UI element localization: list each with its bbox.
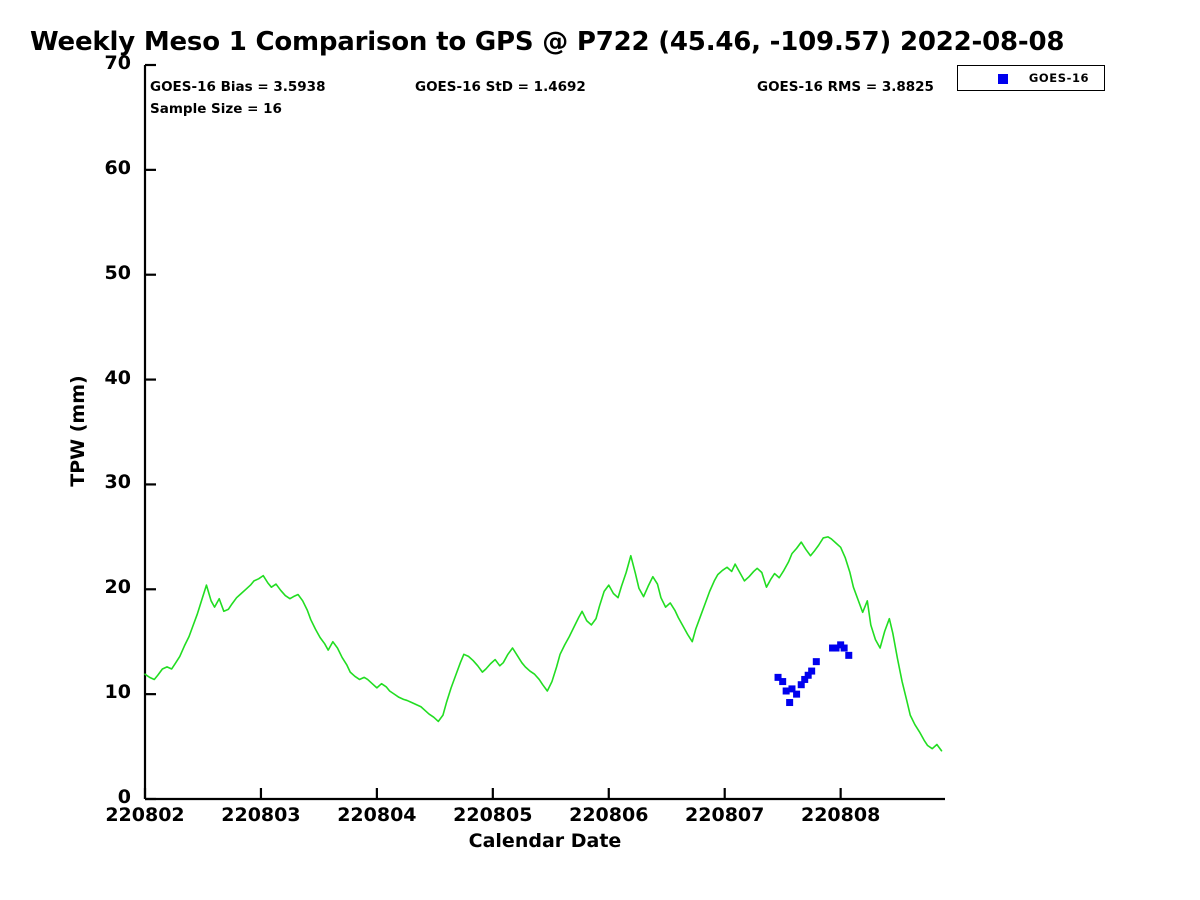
axis-lines: [143, 65, 945, 801]
x-tick-label: 220808: [800, 804, 881, 826]
axis-tick-marks: [143, 63, 842, 801]
x-tick-label: 220807: [685, 804, 765, 826]
y-tick-label: 30: [104, 471, 131, 494]
legend-marker-icon: [998, 74, 1008, 84]
series-goes16-markers: [774, 641, 853, 707]
x-axis-label: Calendar Date: [468, 830, 622, 852]
y-tick-label: 40: [104, 366, 131, 389]
stat-std-annotation: GOES-16 StD = 1.4692: [415, 79, 586, 95]
x-tick-label: 220802: [105, 804, 185, 826]
chart-title: Weekly Meso 1 Comparison to GPS @ P722 (…: [30, 27, 1065, 57]
y-tick-label: 60: [104, 156, 131, 179]
x-tick-label: 220805: [453, 804, 533, 826]
legend-box[interactable]: GOES-16: [957, 65, 1105, 91]
y-tick-label: 0: [117, 786, 131, 808]
y-tick-label: 70: [104, 52, 131, 74]
x-tick-label: 220803: [221, 804, 301, 826]
series-gps-line: [144, 536, 943, 752]
y-tick-label: 50: [104, 261, 131, 284]
y-tick-label: 10: [104, 681, 131, 704]
stat-sample-size-annotation: Sample Size = 16: [150, 101, 282, 117]
legend-label-goes16: GOES-16: [1028, 71, 1090, 85]
y-tick-label: 20: [104, 576, 131, 599]
x-tick-label: 220804: [337, 804, 417, 826]
x-tick-label: 220806: [569, 804, 649, 826]
stat-rms-annotation: GOES-16 RMS = 3.8825: [757, 79, 934, 95]
stat-bias-annotation: GOES-16 Bias = 3.5938: [150, 79, 326, 95]
